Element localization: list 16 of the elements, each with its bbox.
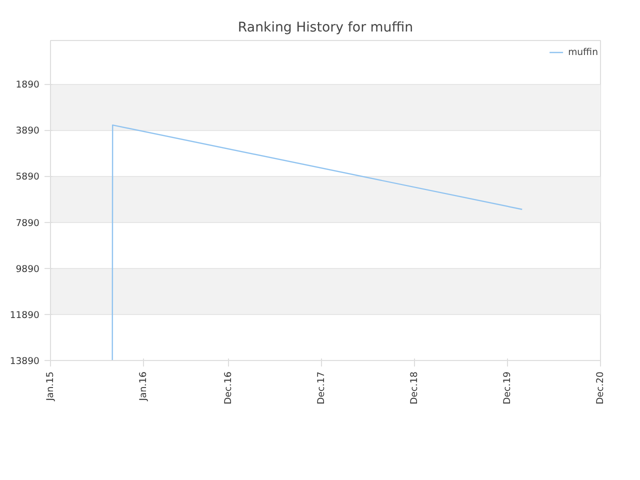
- chart-title: Ranking History for muffin: [238, 20, 414, 36]
- x-tick-label: Jan.16: [138, 371, 149, 402]
- y-tick-label: 1890: [16, 80, 40, 91]
- y-tick-label: 11890: [10, 310, 40, 321]
- y-tick-label: 3890: [16, 126, 40, 137]
- x-tick-label: Dec.17: [316, 371, 328, 404]
- y-tick-label: 7890: [16, 218, 40, 229]
- x-tick-label: Dec.18: [408, 371, 420, 404]
- legend-label: muffin: [568, 46, 598, 58]
- x-tick-label: Jan.15: [45, 371, 56, 402]
- x-tick-label: Dec.19: [502, 371, 513, 404]
- y-tick-label: 13890: [10, 356, 40, 367]
- x-tick-label: Dec.16: [223, 371, 234, 404]
- y-tick-label: 5890: [16, 172, 40, 183]
- x-tick-label: Dec.20: [595, 371, 606, 404]
- y-tick-label: 9890: [16, 264, 40, 275]
